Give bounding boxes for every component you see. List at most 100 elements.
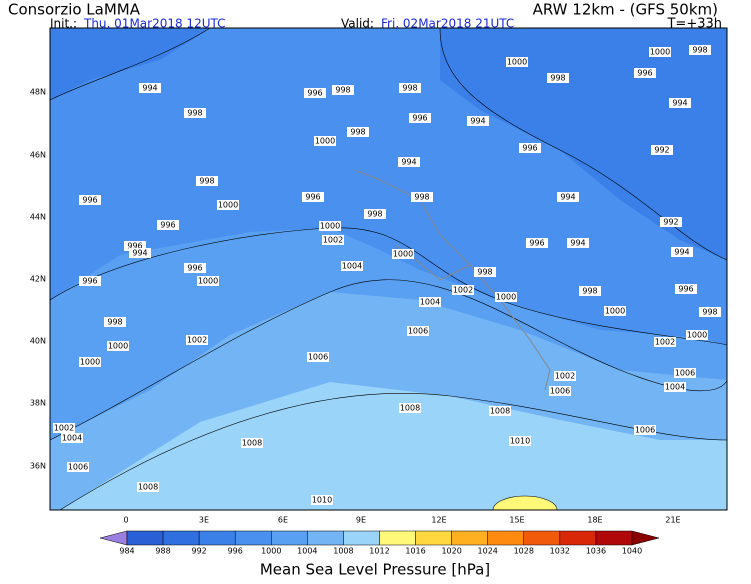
lon-label: 6E <box>278 516 288 525</box>
lon-label: 21E <box>665 516 680 525</box>
isobar-label: 994 <box>470 117 485 126</box>
colorbar-label: 984 <box>119 547 134 556</box>
lon-label: 18E <box>587 516 602 525</box>
colorbar-arrow <box>99 530 128 546</box>
isobar-label: 1002 <box>187 336 207 345</box>
isobar-label: 1006 <box>408 327 428 336</box>
valid-time: Fri, 02Mar2018 21UTC <box>381 17 514 31</box>
isobar-label-bg <box>184 263 206 273</box>
isobar-label-bg <box>186 335 208 345</box>
isobar-label: 998 <box>107 318 122 327</box>
isobar-label: 994 <box>570 239 585 248</box>
isobar-label: 1002 <box>54 424 74 433</box>
init-time: Thu, 01Mar2018 12UTC <box>83 17 226 31</box>
isobar-label: 1010 <box>312 496 332 505</box>
isobar-label-bg <box>61 433 83 443</box>
title: Consorzio LaMMA <box>8 1 141 19</box>
lat-label: 46N <box>30 151 46 160</box>
colorbar-arrow <box>631 530 660 546</box>
isobar-label: 1010 <box>510 437 530 446</box>
colorbar-swatch <box>379 530 416 546</box>
isobar-label: 996 <box>678 285 693 294</box>
isobar-label: 994 <box>142 84 157 93</box>
isobar-label: 1000 <box>198 277 218 286</box>
valid-label: Valid: <box>341 17 374 31</box>
colorbar-label: 1004 <box>297 547 317 556</box>
isobar-label-bg <box>669 98 691 108</box>
lat-label: 36N <box>30 462 46 471</box>
isobar-label: 996 <box>127 242 142 251</box>
isobar-label-bg <box>311 495 333 505</box>
isobar-label: 1008 <box>242 439 262 448</box>
colorbar-label: 1020 <box>441 547 461 556</box>
isobar-label-bg <box>322 235 344 245</box>
isobar-label: 998 <box>350 128 365 137</box>
isobar-label: 998 <box>367 210 382 219</box>
isobar-label: 998 <box>187 109 202 118</box>
isobar-label: 998 <box>402 84 417 93</box>
isobar-label: 994 <box>401 158 416 167</box>
isobar-label-bg <box>467 116 489 126</box>
isobar-label-bg <box>399 403 421 413</box>
isobar-label-bg <box>139 83 161 93</box>
colorbar-swatch <box>307 530 344 546</box>
isobar-label: 996 <box>307 89 322 98</box>
isobar-label-bg <box>302 192 324 202</box>
isobar-label-bg <box>104 317 126 327</box>
map-frame <box>49 27 728 511</box>
isobar-label: 996 <box>529 239 544 248</box>
colorbar-label: 996 <box>228 547 243 556</box>
isobar-label-bg <box>557 192 579 202</box>
isobar-label: 1006 <box>68 463 88 472</box>
isobar-label-bg <box>567 238 589 248</box>
colorbar-swatch <box>126 530 164 546</box>
colorbar-label: 1012 <box>369 547 389 556</box>
isobar-label: 1006 <box>550 387 570 396</box>
lon-label: 3E <box>199 516 209 525</box>
isobar-label: 998 <box>335 86 350 95</box>
isobar-label: 1002 <box>555 372 575 381</box>
colorbar-swatch <box>234 530 272 546</box>
isobar-label-bg <box>409 113 431 123</box>
isobar-label-bg <box>651 145 673 155</box>
colorbar-label: 1036 <box>586 547 606 556</box>
isobar-label: 1000 <box>315 137 335 146</box>
isobar-label: 996 <box>637 69 652 78</box>
isobar-label: 1002 <box>323 236 343 245</box>
isobar-label: 996 <box>82 277 97 286</box>
isobar-label: 1004 <box>420 298 440 307</box>
isobar-label-bg <box>699 307 721 317</box>
lat-label: 48N <box>30 88 46 97</box>
isobar-label-bg <box>398 157 420 167</box>
isobar-label: 1000 <box>393 250 413 259</box>
isobar-label-bg <box>671 247 693 257</box>
isobar-label: 996 <box>522 144 537 153</box>
isobar-label-bg <box>67 462 89 472</box>
isobar-label: 998 <box>702 308 717 317</box>
isobar-label-bg <box>419 297 441 307</box>
isobar-label-bg <box>137 482 159 492</box>
isobar-label: 994 <box>132 249 147 258</box>
lat-label: 38N <box>30 399 46 408</box>
lon-label: 12E <box>431 516 446 525</box>
colorbar-label: 1032 <box>550 547 570 556</box>
isobar-label-bg <box>689 45 711 55</box>
isobar-label: 994 <box>674 248 689 257</box>
isobar-label-bg <box>664 382 686 392</box>
isobar-label-bg <box>634 425 656 435</box>
isobar-label: 1004 <box>665 383 685 392</box>
isobar-label-bg <box>686 330 708 340</box>
isobar-label: 1008 <box>400 404 420 413</box>
isobar-label-bg <box>452 285 474 295</box>
colorbar-label: 1000 <box>261 547 281 556</box>
colorbar-swatch <box>595 530 633 546</box>
isobar-label: 996 <box>187 264 202 273</box>
isobar-label-bg <box>399 83 421 93</box>
isobar-label-bg <box>307 352 329 362</box>
colorbar-swatch <box>451 530 488 546</box>
isobar-label-bg <box>392 249 414 259</box>
isobar-label: 1000 <box>650 48 670 57</box>
isobar-label: 1000 <box>320 222 340 231</box>
isobar-label: 996 <box>305 193 320 202</box>
isobar-label-bg <box>474 267 496 277</box>
